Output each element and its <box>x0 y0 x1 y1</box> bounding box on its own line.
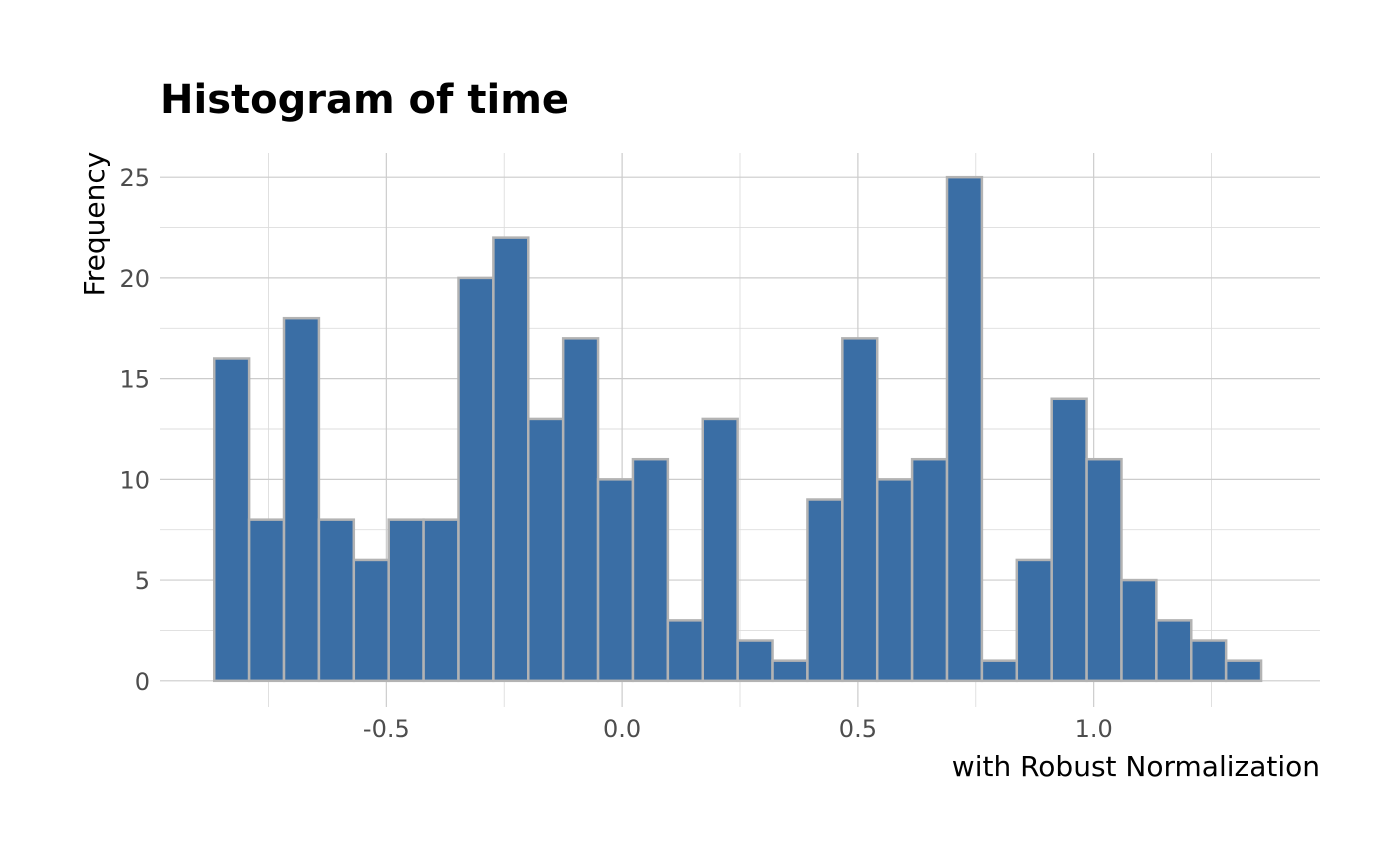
y-axis-ticks: 0 5 10 15 20 25 <box>119 164 150 696</box>
y-axis-label: Frequency <box>78 152 111 297</box>
y-tick-label: 0 <box>135 668 150 696</box>
histogram-bar <box>387 518 425 683</box>
histogram-bar <box>492 236 530 683</box>
y-tick-label: 5 <box>135 567 150 595</box>
histogram-bar <box>1190 639 1228 683</box>
histogram-bar <box>1155 619 1193 683</box>
histogram-bar <box>875 478 914 683</box>
histogram-bar <box>457 276 495 683</box>
histogram-bar <box>247 518 286 683</box>
histogram-bar <box>212 357 251 683</box>
histogram-bar <box>841 337 879 683</box>
histogram-bar <box>806 498 844 683</box>
histogram-bar <box>422 518 460 683</box>
y-tick-label: 20 <box>119 265 150 293</box>
histogram-bar <box>910 457 949 683</box>
histogram-bar <box>561 337 600 683</box>
histogram-bar <box>980 659 1019 683</box>
x-tick-label: 0.0 <box>603 715 641 743</box>
chart-title: Histogram of time <box>160 77 569 123</box>
histogram-bar <box>527 417 565 683</box>
histogram-bar <box>596 478 635 683</box>
x-tick-label: -0.5 <box>363 715 410 743</box>
histogram-bar <box>945 175 984 683</box>
y-tick-label: 15 <box>119 366 150 394</box>
histogram-bar <box>317 518 356 683</box>
x-axis-label: with Robust Normalization <box>952 750 1320 783</box>
histogram-bar <box>736 639 774 683</box>
histogram-bar <box>1120 578 1158 683</box>
histogram-bar <box>1085 457 1123 683</box>
y-tick-label: 25 <box>119 164 150 192</box>
y-tick-label: 10 <box>119 466 150 494</box>
x-tick-label: 0.5 <box>839 715 877 743</box>
histogram-bar <box>1050 397 1088 683</box>
x-axis-ticks: -0.5 0.0 0.5 1.0 <box>363 715 1113 743</box>
bars <box>212 175 1263 683</box>
histogram-bar <box>771 659 809 683</box>
histogram-bar <box>1015 558 1053 683</box>
histogram-bar <box>701 417 739 683</box>
x-tick-label: 1.0 <box>1075 715 1113 743</box>
histogram-bar <box>282 316 321 683</box>
histogram-bar <box>1224 659 1263 683</box>
histogram-bar <box>631 457 670 683</box>
histogram-bar <box>352 558 390 683</box>
histogram-bar <box>666 619 704 683</box>
